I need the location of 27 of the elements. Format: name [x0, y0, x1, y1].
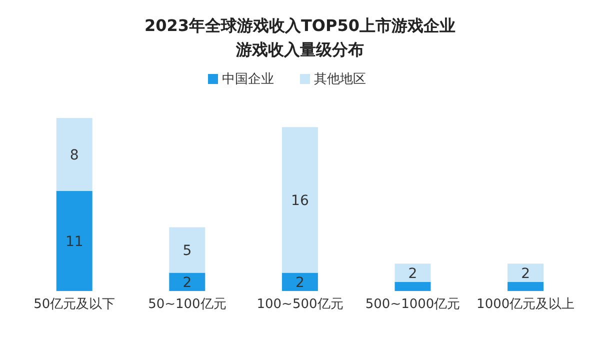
data-label: 16 — [291, 192, 309, 209]
bar — [169, 272, 206, 291]
data-label: 2 — [521, 266, 530, 282]
legend-label: 其他地区 — [314, 72, 366, 87]
data-label: 8 — [70, 147, 79, 164]
bar — [282, 127, 318, 273]
bar — [508, 264, 544, 282]
chart-title: 2023年全球游戏收入TOP50上市游戏企业 — [143, 15, 457, 37]
data-label: 2 — [295, 274, 304, 291]
bar — [508, 282, 544, 291]
x-tick-label: 50亿元及以下 — [34, 297, 116, 312]
bar — [394, 264, 431, 282]
x-tick-label: 100~500亿元 — [256, 297, 344, 312]
data-label: 5 — [182, 243, 192, 260]
x-tick-label: 1000亿元及以上 — [476, 297, 575, 312]
data-label: 11 — [65, 234, 84, 250]
bar — [169, 227, 206, 273]
chart-subtitle: 游戏收入量级分布 — [235, 39, 365, 61]
bar — [282, 272, 318, 291]
legend-label: 中国企业 — [222, 72, 274, 87]
bar — [56, 190, 92, 291]
x-tick-label: 50~100亿元 — [148, 297, 226, 312]
data-label: 2 — [408, 266, 418, 282]
bar — [56, 118, 92, 191]
x-tick-label: 500~1000亿元 — [365, 297, 460, 312]
bar — [394, 282, 431, 291]
data-label: 2 — [182, 274, 192, 291]
